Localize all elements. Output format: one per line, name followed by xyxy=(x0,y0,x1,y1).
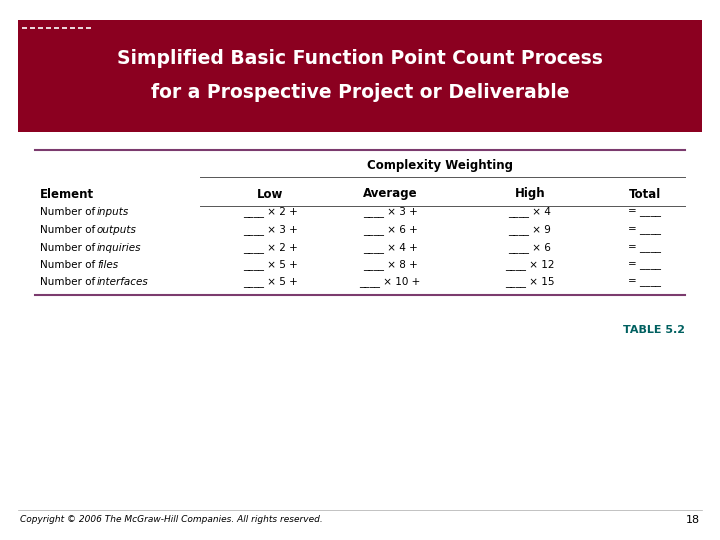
Text: for a Prospective Project or Deliverable: for a Prospective Project or Deliverable xyxy=(150,83,570,102)
Text: Average: Average xyxy=(363,187,418,200)
Text: ____ × 10 +: ____ × 10 + xyxy=(359,276,420,287)
Text: outputs: outputs xyxy=(97,225,137,235)
Text: Number of: Number of xyxy=(40,277,99,287)
Text: Number of: Number of xyxy=(40,225,99,235)
Text: files: files xyxy=(97,260,118,270)
Bar xyxy=(18,20,702,132)
Text: ____ × 15: ____ × 15 xyxy=(505,276,554,287)
Text: Total: Total xyxy=(629,187,661,200)
Text: ____ × 3 +: ____ × 3 + xyxy=(243,225,297,235)
Text: ____ × 8 +: ____ × 8 + xyxy=(363,260,418,271)
Text: interfaces: interfaces xyxy=(97,277,149,287)
Text: ____ × 5 +: ____ × 5 + xyxy=(243,276,297,287)
Text: ____ × 2 +: ____ × 2 + xyxy=(243,242,297,253)
Text: TABLE 5.2: TABLE 5.2 xyxy=(623,325,685,335)
Text: = ____: = ____ xyxy=(629,260,662,270)
Text: ____ × 5 +: ____ × 5 + xyxy=(243,260,297,271)
Text: Complexity Weighting: Complexity Weighting xyxy=(367,159,513,172)
Text: ____ × 12: ____ × 12 xyxy=(505,260,554,271)
Text: inputs: inputs xyxy=(97,207,130,217)
Text: High: High xyxy=(515,187,545,200)
Text: Low: Low xyxy=(257,187,283,200)
Text: Number of: Number of xyxy=(40,243,99,253)
Text: ____ × 3 +: ____ × 3 + xyxy=(363,206,418,218)
Text: = ____: = ____ xyxy=(629,243,662,253)
Text: Copyright © 2006 The McGraw-Hill Companies. All rights reserved.: Copyright © 2006 The McGraw-Hill Compani… xyxy=(20,516,323,524)
Text: inquiries: inquiries xyxy=(97,243,142,253)
Text: = ____: = ____ xyxy=(629,225,662,235)
Text: Number of: Number of xyxy=(40,207,99,217)
Text: ____ × 6 +: ____ × 6 + xyxy=(363,225,418,235)
Text: Simplified Basic Function Point Count Process: Simplified Basic Function Point Count Pr… xyxy=(117,49,603,68)
Text: = ____: = ____ xyxy=(629,277,662,287)
Text: Number of: Number of xyxy=(40,260,99,270)
Text: ____ × 4: ____ × 4 xyxy=(508,206,552,218)
Text: Element: Element xyxy=(40,187,94,200)
Text: 18: 18 xyxy=(686,515,700,525)
Text: = ____: = ____ xyxy=(629,207,662,217)
Text: ____ × 9: ____ × 9 xyxy=(508,225,552,235)
Text: ____ × 6: ____ × 6 xyxy=(508,242,552,253)
Text: ____ × 2 +: ____ × 2 + xyxy=(243,206,297,218)
Text: ____ × 4 +: ____ × 4 + xyxy=(363,242,418,253)
